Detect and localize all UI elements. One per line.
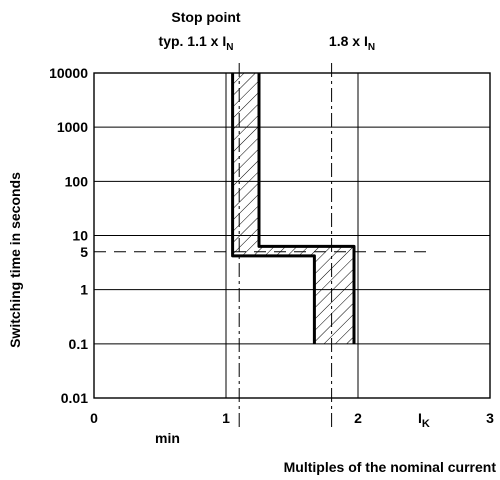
x-tick-label: 1 (222, 410, 230, 426)
tripping-band-lower-boundary (231, 73, 316, 344)
rated-current-annotation: 1.8 x IN (329, 33, 375, 53)
grid-lines (94, 72, 490, 399)
y-tick-label: 100 (65, 173, 89, 189)
x-axis-symbol: IK (418, 410, 430, 430)
y-tick-label: 0.1 (69, 336, 89, 352)
y-tick-label: 1 (80, 282, 88, 298)
y-tick-label: 10 (72, 228, 88, 244)
stop-point-annotation-line2: typ. 1.1 x IN (159, 33, 234, 53)
x-tick-label: 3 (486, 410, 494, 426)
x-axis-title: Multiples of the nominal current (284, 459, 497, 475)
y-tick-label: 0.01 (61, 390, 88, 406)
y-tick-labels: 0.01 0.1 1 510 100 1000 10000 (49, 65, 88, 406)
stop-point-annotation-line1: Stop point (171, 9, 241, 25)
y-tick-label: 1000 (57, 119, 88, 135)
x-tick-label: 0 (90, 410, 98, 426)
y-axis-title: Switching time in seconds (7, 172, 23, 348)
x-tick-labels: 0 1 2 3 (90, 410, 494, 426)
y-tick-label: 5 (80, 244, 88, 260)
y-tick-label: 10000 (49, 65, 88, 81)
x-tick-label: 2 (354, 410, 362, 426)
min-label: min (155, 430, 180, 446)
tripping-band (231, 73, 356, 344)
tripping-band-area (232, 73, 354, 344)
tripping-band-upper-boundary (257, 73, 356, 344)
